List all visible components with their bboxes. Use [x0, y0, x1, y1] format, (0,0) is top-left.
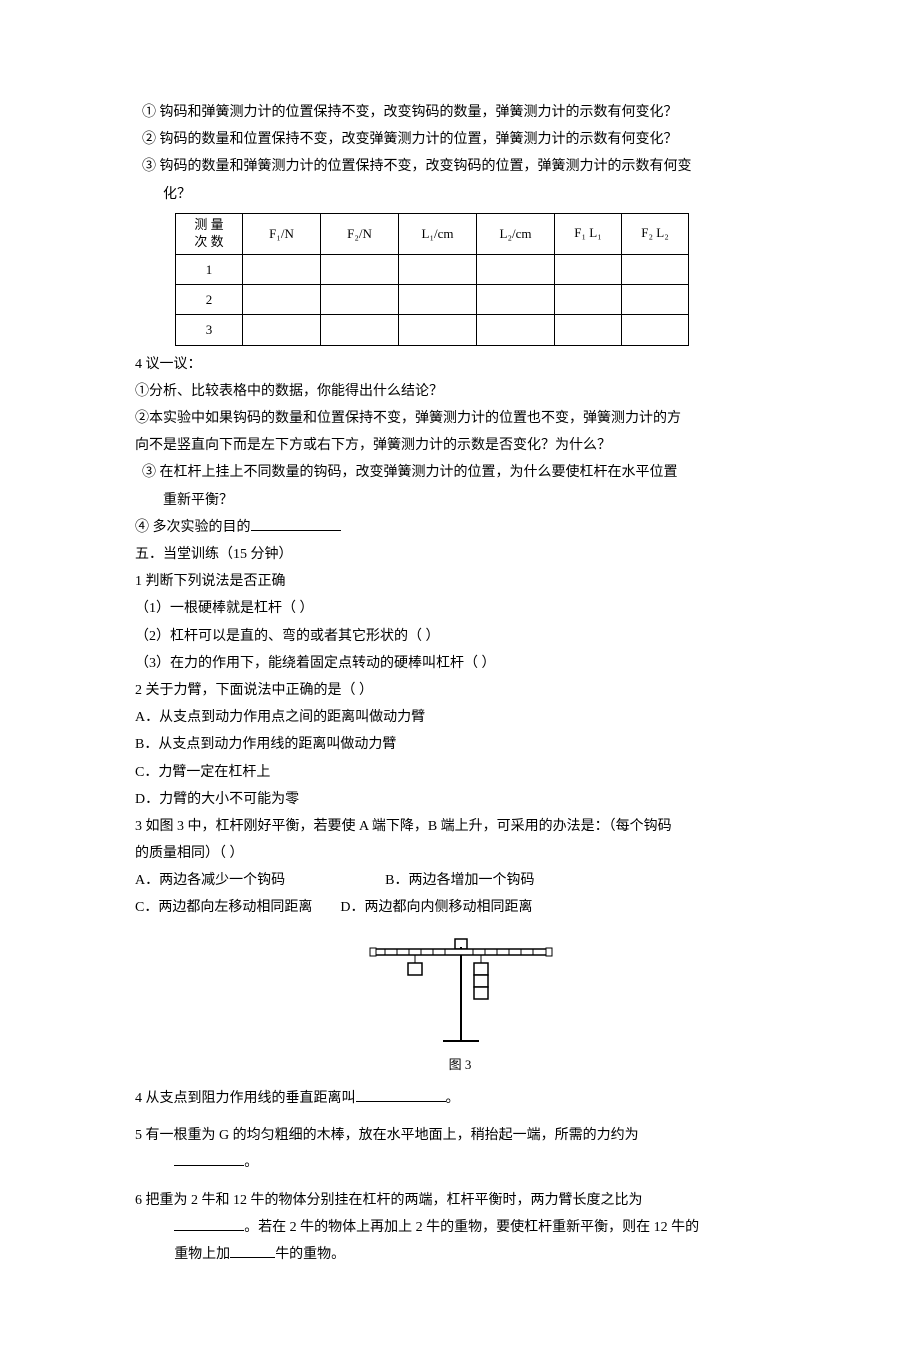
cell-r2: 2	[176, 284, 243, 314]
q3-optC: C．两边都向左移动相同距离	[135, 900, 312, 915]
th-f2: F₂/N	[321, 213, 399, 254]
th-f1: F₁/N	[243, 213, 321, 254]
q2-a: A．从支点到动力作用点之间的距离叫做动力臂	[135, 705, 785, 730]
discuss-3b: 重新平衡？	[135, 488, 785, 513]
table-header-row: 测 量次 数 F₁/N F₂/N L₁/cm L₂/cm F₁ L₁ F₂ L₂	[176, 213, 689, 254]
th-count: 测 量次 数	[176, 213, 243, 254]
th-l2: L₂/cm	[477, 213, 555, 254]
q3-row2: C．两边都向左移动相同距离 D．两边都向内侧移动相同距离	[135, 895, 785, 920]
blank-fill	[230, 1244, 275, 1258]
q3-stem2: 的质量相同）（ ）	[135, 841, 785, 866]
table-row: 2	[176, 284, 689, 314]
q3-optD: D．两边都向内侧移动相同距离	[340, 900, 532, 915]
q2-c: C．力臂一定在杠杆上	[135, 760, 785, 785]
th-l1: L₁/cm	[399, 213, 477, 254]
q1-c: （3）在力的作用下，能绕着固定点转动的硬棒叫杠杆（ ）	[135, 651, 785, 676]
discuss-title: 4 议一议：	[135, 352, 785, 377]
fig3-caption: 图 3	[135, 1053, 785, 1076]
list-item-1: ① 钩码和弹簧测力计的位置保持不变，改变钩码的数量，弹簧测力计的示数有何变化？	[135, 100, 785, 125]
q6-line3: 重物上加牛的重物。	[135, 1242, 785, 1267]
list-item-3a: ③ 钩码的数量和弹簧测力计的位置保持不变，改变钩码的位置，弹簧测力计的示数有何变	[135, 154, 785, 179]
q1-stem: 1 判断下列说法是否正确	[135, 569, 785, 594]
list-item-2: ② 钩码的数量和位置保持不变，改变弹簧测力计的位置，弹簧测力计的示数有何变化？	[135, 127, 785, 152]
q1-b: （2）杠杆可以是直的、弯的或者其它形状的（ ）	[135, 624, 785, 649]
q2-stem: 2 关于力臂，下面说法中正确的是（ ）	[135, 678, 785, 703]
measurement-table: 测 量次 数 F₁/N F₂/N L₁/cm L₂/cm F₁ L₁ F₂ L₂…	[175, 213, 689, 346]
discuss-1: ①分析、比较表格中的数据，你能得出什么结论？	[135, 379, 785, 404]
q3-optA: A．两边各减少一个钩码	[135, 873, 285, 888]
q6-line1: 6 把重为 2 牛和 12 牛的物体分别挂在杠杆的两端，杠杆平衡时，两力臂长度之…	[135, 1188, 785, 1213]
q3-optB: B．两边各增加一个钩码	[385, 873, 534, 888]
q4: 4 从支点到阻力作用线的垂直距离叫。	[135, 1086, 785, 1111]
q3-row1: A．两边各减少一个钩码 B．两边各增加一个钩码	[135, 868, 785, 893]
discuss-4: ④ 多次实验的目的	[135, 515, 785, 540]
q3-stem1: 3 如图 3 中，杠杆刚好平衡，若要使 A 端下降，B 端上升，可采用的办法是：…	[135, 814, 785, 839]
q5-line1: 5 有一根重为 G 的均匀粗细的木棒，放在水平地面上，稍抬起一端，所需的力约为	[135, 1123, 785, 1148]
section5-title: 五．当堂训练（15 分钟）	[135, 542, 785, 567]
cell-r3: 3	[176, 315, 243, 345]
q2-d: D．力臂的大小不可能为零	[135, 787, 785, 812]
q5-line2: 。	[135, 1150, 785, 1175]
q6-line2: 。若在 2 牛的物体上再加上 2 牛的重物，要使杠杆重新平衡，则在 12 牛的	[135, 1215, 785, 1240]
discuss-3a: ③ 在杠杆上挂上不同数量的钩码，改变弹簧测力计的位置，为什么要使杠杆在水平位置	[135, 460, 785, 485]
blank-fill	[174, 1217, 244, 1231]
blank-fill	[356, 1088, 446, 1102]
th-f1l1: F₁ L₁	[555, 213, 622, 254]
q2-b: B．从支点到动力作用线的距离叫做动力臂	[135, 732, 785, 757]
blank-fill	[174, 1152, 244, 1166]
table-row: 3	[176, 315, 689, 345]
discuss-2a: ②本实验中如果钩码的数量和位置保持不变，弹簧测力计的位置也不变，弹簧测力计的方	[135, 406, 785, 431]
table-row: 1	[176, 254, 689, 284]
cell-r1: 1	[176, 254, 243, 284]
blank-fill	[251, 517, 341, 531]
th-f2l2: F₂ L₂	[622, 213, 689, 254]
lever-diagram	[355, 931, 565, 1051]
discuss-2b: 向不是竖直向下而是左下方或右下方，弹簧测力计的示数是否变化？为什么？	[135, 433, 785, 458]
q1-a: （1）一根硬棒就是杠杆（ ）	[135, 596, 785, 621]
list-item-3b: 化？	[135, 182, 785, 207]
